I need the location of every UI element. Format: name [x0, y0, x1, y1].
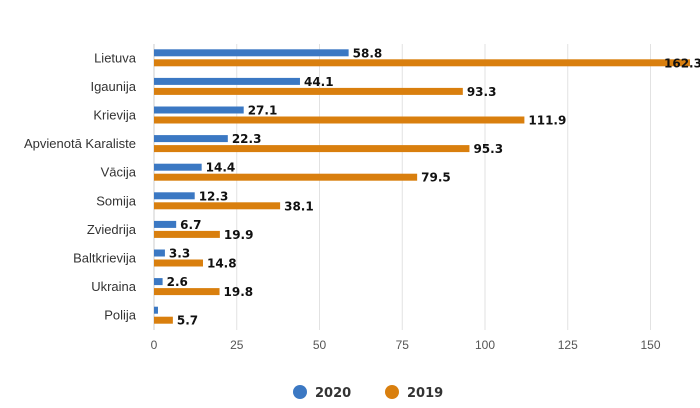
x-tick-label: 0: [151, 338, 158, 352]
bar-2020-zviedrija: [154, 220, 177, 228]
data-label: 44.1: [304, 75, 334, 89]
data-label: 14.4: [206, 161, 236, 175]
category-label: Baltkrievija: [73, 251, 137, 266]
category-label: Lietuva: [94, 50, 137, 65]
legend[interactable]: 2020 2019: [293, 385, 443, 401]
data-label: 6.7: [180, 218, 201, 232]
category-label: Apvienotā Karaliste: [24, 136, 136, 151]
data-label: 22.3: [232, 132, 262, 146]
category-label: Polija: [104, 308, 137, 323]
data-label: 162.3: [664, 56, 700, 70]
bar-2019-zviedrija: [154, 230, 220, 238]
data-label: 14.8: [207, 257, 237, 271]
category-label: Vācija: [101, 165, 137, 180]
x-tick-label: 75: [396, 338, 410, 352]
bar-2020-somija: [154, 192, 195, 200]
x-tick-label: 50: [313, 338, 327, 352]
category-label: Igaunija: [90, 79, 136, 94]
legend-label: 2019: [407, 386, 443, 401]
legend-item-2020[interactable]: 2020: [293, 385, 351, 401]
category-label: Krievija: [93, 108, 136, 123]
bar-2019-lietuva: [154, 59, 690, 67]
data-label: 19.9: [224, 228, 254, 242]
bar-2020-v-cija: [154, 163, 202, 171]
bar-2019-somija: [154, 202, 281, 210]
bar-2020-apvienot-karaliste: [154, 135, 228, 143]
data-labels: 58.8 162.3 44.1 93.3 27.1 111.9 22.3 95.3 14.4 79…: [167, 46, 700, 327]
bar-2020-krievija: [154, 106, 244, 114]
data-label: 93.3: [467, 85, 497, 99]
data-label: 38.1: [284, 199, 314, 213]
data-label: 5.7: [177, 314, 198, 328]
bar-2019-apvienot-karaliste: [154, 145, 470, 153]
data-label: 2.6: [167, 275, 188, 289]
data-label: 79.5: [421, 171, 451, 185]
bar-2019-igaunija: [154, 87, 463, 95]
bar-2020-igaunija: [154, 77, 300, 85]
bar-2019-polija: [154, 316, 173, 324]
bar-2019-v-cija: [154, 173, 418, 181]
data-label: 3.3: [169, 247, 190, 261]
bar-2019-ukraina: [154, 288, 220, 296]
x-tick-label: 100: [475, 338, 495, 352]
legend-marker: [293, 385, 307, 399]
category-labels: Lietuva Igaunija Krievija Apvienotā Karalis…: [24, 50, 137, 322]
legend-item-2019[interactable]: 2019: [385, 385, 443, 401]
x-tick-label: 150: [640, 338, 660, 352]
data-label: 19.8: [224, 285, 254, 299]
data-label: 12.3: [199, 189, 229, 203]
category-label: Zviedrija: [87, 222, 137, 237]
bar-2020-polija: [154, 306, 158, 314]
bar-2020-lietuva: [154, 49, 349, 57]
data-label: 58.8: [353, 46, 383, 60]
bars: [154, 49, 690, 324]
category-label: Somija: [96, 193, 137, 208]
x-tick-label: 125: [558, 338, 578, 352]
data-label: 111.9: [528, 114, 566, 128]
data-label: 27.1: [248, 104, 278, 118]
legend-label: 2020: [315, 386, 351, 401]
bar-2020-baltkrievija: [154, 249, 165, 257]
bar-2019-krievija: [154, 116, 525, 124]
x-tick-label: 25: [230, 338, 244, 352]
category-label: Ukraina: [91, 279, 137, 294]
data-label: 95.3: [473, 142, 503, 156]
bar-2019-baltkrievija: [154, 259, 203, 267]
bar-2020-ukraina: [154, 278, 163, 286]
legend-marker: [385, 385, 399, 399]
x-axis-ticks: 0 25 50 75 100 125 150: [151, 338, 661, 352]
